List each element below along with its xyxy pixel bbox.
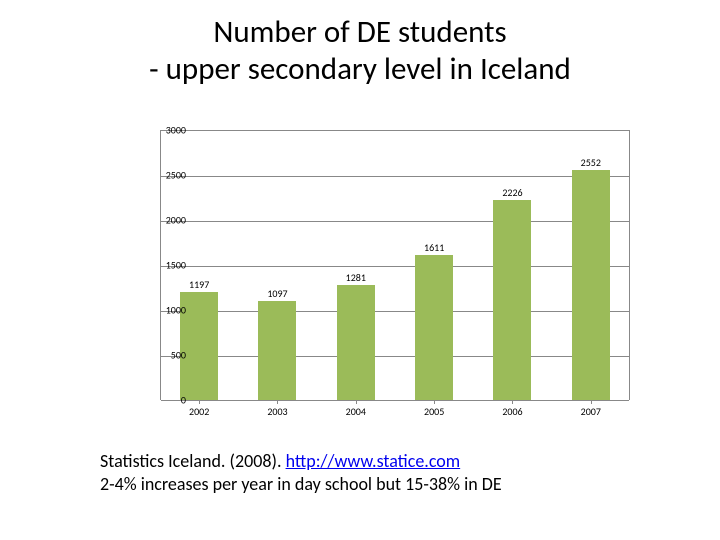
- bar-slot: 22262006: [473, 130, 551, 400]
- axis-x: [161, 400, 629, 401]
- x-tick-label: 2005: [424, 405, 444, 418]
- y-tick-label: 2500: [156, 169, 186, 182]
- bars-container: 1197200210972003128120041611200522262006…: [160, 130, 630, 400]
- x-tick-mark: [434, 400, 435, 404]
- x-tick-label: 2004: [346, 405, 366, 418]
- bar: 2552: [572, 170, 610, 400]
- x-tick-label: 2002: [189, 405, 209, 418]
- bar: 1611: [415, 255, 453, 400]
- bar: 1281: [337, 285, 375, 400]
- y-tick-label: 0: [156, 394, 186, 407]
- bar-slot: 12812004: [317, 130, 395, 400]
- bar-value-label: 2226: [502, 186, 522, 199]
- y-tick-label: 2000: [156, 214, 186, 227]
- x-tick-mark: [512, 400, 513, 404]
- bar-chart: 1197200210972003128120041611200522262006…: [130, 130, 630, 430]
- bar-slot: 16112005: [395, 130, 473, 400]
- bar-value-label: 2552: [581, 156, 601, 169]
- caption: Statistics Iceland. (2008). http://www.s…: [100, 450, 502, 495]
- title-line-2: - upper secondary level in Iceland: [149, 50, 571, 88]
- bar-value-label: 1197: [189, 278, 209, 291]
- bar-slot: 25522007: [552, 130, 630, 400]
- slide-title: Number of DE students - upper secondary …: [0, 0, 720, 88]
- bar-value-label: 1097: [267, 287, 287, 300]
- title-line-1: Number of DE students: [213, 13, 506, 51]
- bar: 2226: [493, 200, 531, 400]
- x-tick-mark: [277, 400, 278, 404]
- x-tick-label: 2003: [267, 405, 287, 418]
- y-tick-label: 500: [156, 349, 186, 362]
- y-tick-label: 3000: [156, 124, 186, 137]
- x-tick-label: 2006: [502, 405, 522, 418]
- y-tick-label: 1000: [156, 304, 186, 317]
- caption-source: Statistics Iceland. (2008).: [100, 450, 286, 472]
- caption-note: 2-4% increases per year in day school bu…: [100, 473, 502, 495]
- bar-slot: 10972003: [238, 130, 316, 400]
- x-tick-label: 2007: [581, 405, 601, 418]
- bar-value-label: 1611: [424, 241, 444, 254]
- caption-link[interactable]: http://www.statice.com: [286, 450, 461, 472]
- x-tick-mark: [591, 400, 592, 404]
- bar-value-label: 1281: [346, 271, 366, 284]
- x-tick-mark: [199, 400, 200, 404]
- y-tick-label: 1500: [156, 259, 186, 272]
- bar: 1097: [258, 301, 296, 400]
- x-tick-mark: [356, 400, 357, 404]
